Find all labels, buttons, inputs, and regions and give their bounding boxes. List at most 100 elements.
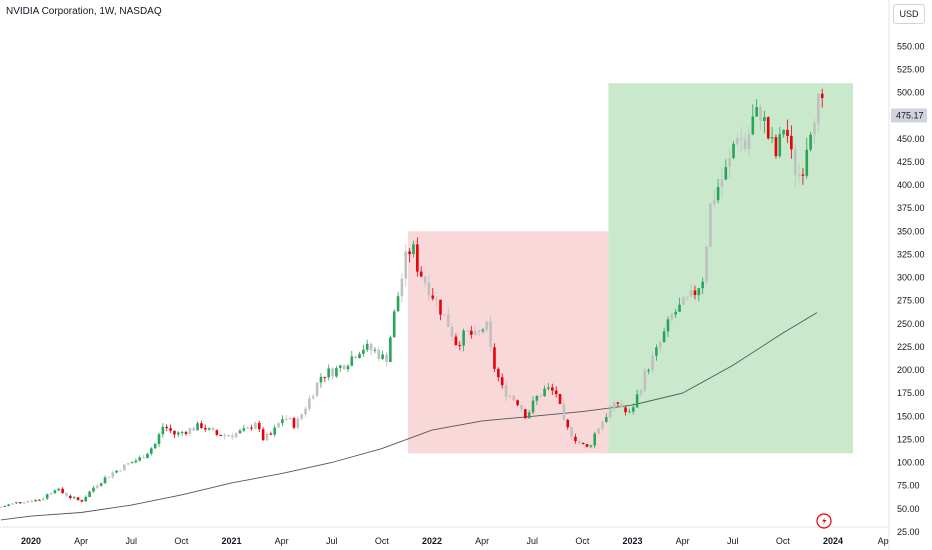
candle: [497, 367, 500, 382]
candle: [427, 274, 431, 301]
last-price-box: [891, 108, 927, 123]
candle: [712, 189, 716, 209]
moving-average-line: [0, 312, 818, 521]
x-tick-label: Oct: [174, 536, 189, 546]
candle: [793, 143, 797, 187]
y-tick-label: 150.00: [897, 411, 925, 421]
candle: [161, 423, 165, 438]
candle: [354, 355, 357, 359]
y-tick-label: 125.00: [897, 434, 925, 444]
candle: [693, 285, 697, 300]
y-tick-label: 500.00: [897, 88, 925, 98]
candle: [766, 116, 770, 140]
candle: [489, 315, 492, 352]
candle: [797, 163, 801, 183]
candle: [608, 404, 612, 419]
candle: [801, 167, 805, 185]
candle: [26, 500, 30, 504]
x-tick-label: 2021: [221, 536, 241, 546]
x-tick-label: 2020: [21, 536, 41, 546]
candle: [377, 346, 381, 362]
candle: [203, 424, 207, 432]
candle: [223, 433, 226, 440]
candle: [184, 430, 188, 436]
candle: [647, 368, 650, 375]
y-tick-label: 25.00: [897, 527, 920, 537]
candle: [689, 284, 693, 298]
candle: [207, 427, 211, 431]
candle: [80, 499, 84, 503]
candle: [547, 383, 550, 391]
candle: [269, 431, 273, 436]
candle: [732, 141, 735, 160]
x-tick-label: Ap: [878, 536, 889, 546]
candle: [111, 470, 115, 479]
candle: [7, 503, 10, 507]
candle: [759, 103, 762, 131]
candle: [196, 421, 199, 431]
candle: [277, 421, 280, 428]
candle: [577, 439, 581, 446]
candle: [331, 366, 334, 380]
candle: [724, 159, 728, 181]
highlight-zones: [407, 83, 854, 454]
candle: [230, 432, 234, 441]
candle: [508, 393, 512, 399]
candle: [142, 454, 145, 459]
candle: [524, 408, 527, 419]
candle: [423, 275, 427, 287]
candle: [817, 93, 820, 133]
y-axis-ticks: 25.00 50.00 75.00 100.00 125.00 150.00 175.00 2…: [897, 41, 925, 537]
candle: [666, 316, 670, 338]
candle: [200, 420, 203, 429]
candle: [373, 347, 377, 354]
candle: [682, 296, 685, 306]
candle: [49, 492, 53, 496]
candle: [138, 455, 142, 462]
y-tick-label: 200.00: [897, 365, 925, 375]
candle: [612, 401, 616, 413]
candle: [45, 493, 49, 500]
candle: [408, 247, 411, 263]
candle: [739, 126, 743, 152]
candle: [531, 396, 535, 415]
x-axis-ticks: 2020 Apr Jul Oct 2021 Apr Jul Oct 2022 Apr Jul Oct 2…: [21, 536, 889, 546]
candle: [454, 333, 458, 346]
candle: [381, 350, 384, 361]
candle: [165, 424, 169, 432]
candle: [369, 342, 373, 356]
candle: [685, 296, 689, 301]
candle: [308, 395, 311, 412]
candle: [157, 432, 161, 448]
chart-title: NVIDIA Corporation, 1W, NASDAQ: [6, 6, 162, 17]
currency-button[interactable]: USD: [893, 4, 925, 24]
candle: [103, 475, 107, 484]
candle: [153, 442, 157, 449]
candle: [477, 329, 481, 337]
candle: [751, 104, 755, 136]
tradingview-logo-icon[interactable]: [816, 513, 832, 529]
candle: [11, 503, 14, 506]
candle: [470, 325, 473, 339]
candle: [670, 312, 674, 323]
candle: [385, 351, 388, 367]
candle: [473, 325, 477, 337]
candle: [215, 429, 219, 437]
candle: [674, 308, 677, 318]
candle: [319, 373, 323, 388]
y-tick-label: 225.00: [897, 342, 925, 352]
x-tick-label: Jul: [526, 536, 538, 546]
candle: [123, 464, 126, 471]
candle: [107, 476, 111, 478]
candle: [716, 178, 720, 204]
candle: [250, 424, 253, 431]
candle: [365, 339, 369, 352]
candle: [462, 328, 465, 352]
candle: [458, 341, 462, 351]
candle: [539, 393, 543, 397]
y-tick-label: 75.00: [897, 481, 920, 491]
x-tick-label: Oct: [375, 536, 390, 546]
candle: [254, 421, 257, 430]
x-tick-label: 2022: [422, 536, 442, 546]
